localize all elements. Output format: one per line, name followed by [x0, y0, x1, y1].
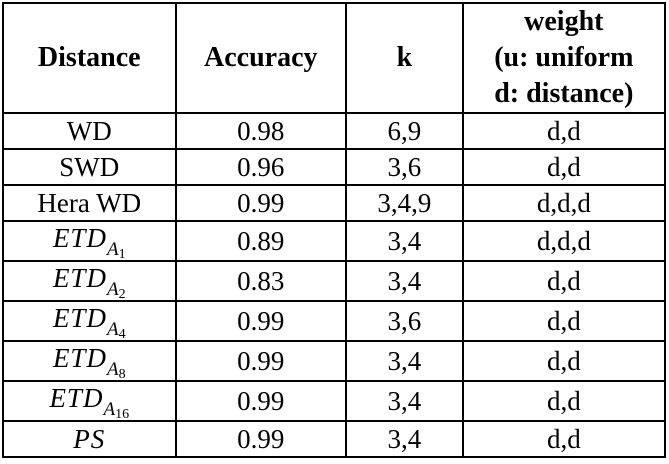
table-cell: 3,4: [345, 420, 464, 458]
table-cell: d,d: [461, 300, 667, 342]
math-sub: A16: [103, 399, 130, 422]
header-cell: weight (u: uniform d: distance): [461, 2, 667, 114]
table-cell: d,d: [461, 380, 667, 422]
header-row: Distance Accuracy k weight (u: uniform d: dis…: [2, 2, 667, 114]
table-cell: ETDA4: [2, 300, 177, 342]
table-cell: d,d: [461, 340, 667, 382]
math-label: ETDA1: [52, 223, 126, 262]
table-cell: 3,4: [345, 260, 464, 302]
table-cell: 3,6: [345, 300, 464, 342]
math-label: ETDA16: [49, 383, 129, 422]
math-sub: A1: [106, 239, 126, 262]
table-cell: 3,4: [345, 220, 464, 262]
table-body: WD 0.98 6,9 d,d SWD 0.96 3,6 d,d Hera WD 0.99 3,4,…: [2, 112, 667, 458]
header-cell: Distance: [2, 2, 177, 114]
table-cell: 0.98: [174, 112, 348, 150]
table-cell: ETDA8: [2, 340, 177, 382]
table-row: Hera WD 0.99 3,4,9 d,d,d: [2, 184, 667, 222]
math-sub: A4: [106, 319, 126, 342]
table-cell: ETDA1: [2, 220, 177, 262]
table-row: ETDA1 0.89 3,4 d,d,d: [2, 220, 667, 262]
header-cell: Accuracy: [174, 2, 348, 114]
math-label: ETDA8: [52, 343, 126, 382]
table-cell: 3,4: [345, 380, 464, 422]
table-cell: d,d: [461, 112, 667, 150]
header-cell: k: [345, 2, 464, 114]
math-sub: A2: [106, 279, 126, 302]
table-cell: PS: [2, 420, 177, 458]
results-table: Distance Accuracy k weight (u: uniform d: dis…: [2, 2, 667, 458]
math-label: ETDA4: [52, 303, 126, 342]
table-cell: 0.99: [174, 184, 348, 222]
table-cell: ETDA2: [2, 260, 177, 302]
math-subsub: 2: [118, 287, 126, 302]
table-cell: Hera WD: [2, 184, 177, 222]
table-cell: d,d: [461, 420, 667, 458]
table-cell: d,d: [461, 260, 667, 302]
header-line: (u: uniform: [494, 42, 634, 73]
table-cell: ETDA16: [2, 380, 177, 422]
table-cell: d,d,d: [461, 184, 667, 222]
table-row: ETDA4 0.99 3,6 d,d: [2, 300, 667, 342]
math-main: ETD: [52, 303, 107, 333]
table-cell: d,d: [461, 148, 667, 186]
table-cell: 0.99: [174, 300, 348, 342]
math-main: ETD: [52, 263, 107, 293]
table-cell: 0.99: [174, 340, 348, 382]
table-cell: WD: [2, 112, 177, 150]
header-line: weight: [524, 6, 604, 37]
table-row: SWD 0.96 3,6 d,d: [2, 148, 667, 186]
table-cell: 0.96: [174, 148, 348, 186]
table-row: ETDA16 0.99 3,4 d,d: [2, 380, 667, 422]
table-cell: 0.89: [174, 220, 348, 262]
table-cell: d,d,d: [461, 220, 667, 262]
table-cell: 0.99: [174, 380, 348, 422]
math-label: PS: [73, 424, 105, 454]
table-cell: SWD: [2, 148, 177, 186]
table-row: ETDA2 0.83 3,4 d,d: [2, 260, 667, 302]
table-cell: 6,9: [345, 112, 464, 150]
header-line: d: distance): [494, 78, 634, 109]
math-main: ETD: [52, 223, 107, 253]
math-subsub: 1: [118, 247, 126, 262]
math-subsub: 16: [115, 407, 130, 422]
math-sub: A8: [106, 359, 126, 382]
table-row: PS 0.99 3,4 d,d: [2, 420, 667, 458]
table-cell: 3,4,9: [345, 184, 464, 222]
table-row: WD 0.98 6,9 d,d: [2, 112, 667, 150]
table-cell: 3,6: [345, 148, 464, 186]
math-main: ETD: [52, 343, 107, 373]
math-label: ETDA2: [52, 263, 126, 302]
math-main: ETD: [49, 383, 104, 413]
table-cell: 0.83: [174, 260, 348, 302]
table-cell: 0.99: [174, 420, 348, 458]
math-subsub: 4: [118, 327, 126, 342]
math-subsub: 8: [118, 367, 126, 382]
table-row: ETDA8 0.99 3,4 d,d: [2, 340, 667, 382]
table-cell: 3,4: [345, 340, 464, 382]
math-main: PS: [73, 424, 106, 454]
